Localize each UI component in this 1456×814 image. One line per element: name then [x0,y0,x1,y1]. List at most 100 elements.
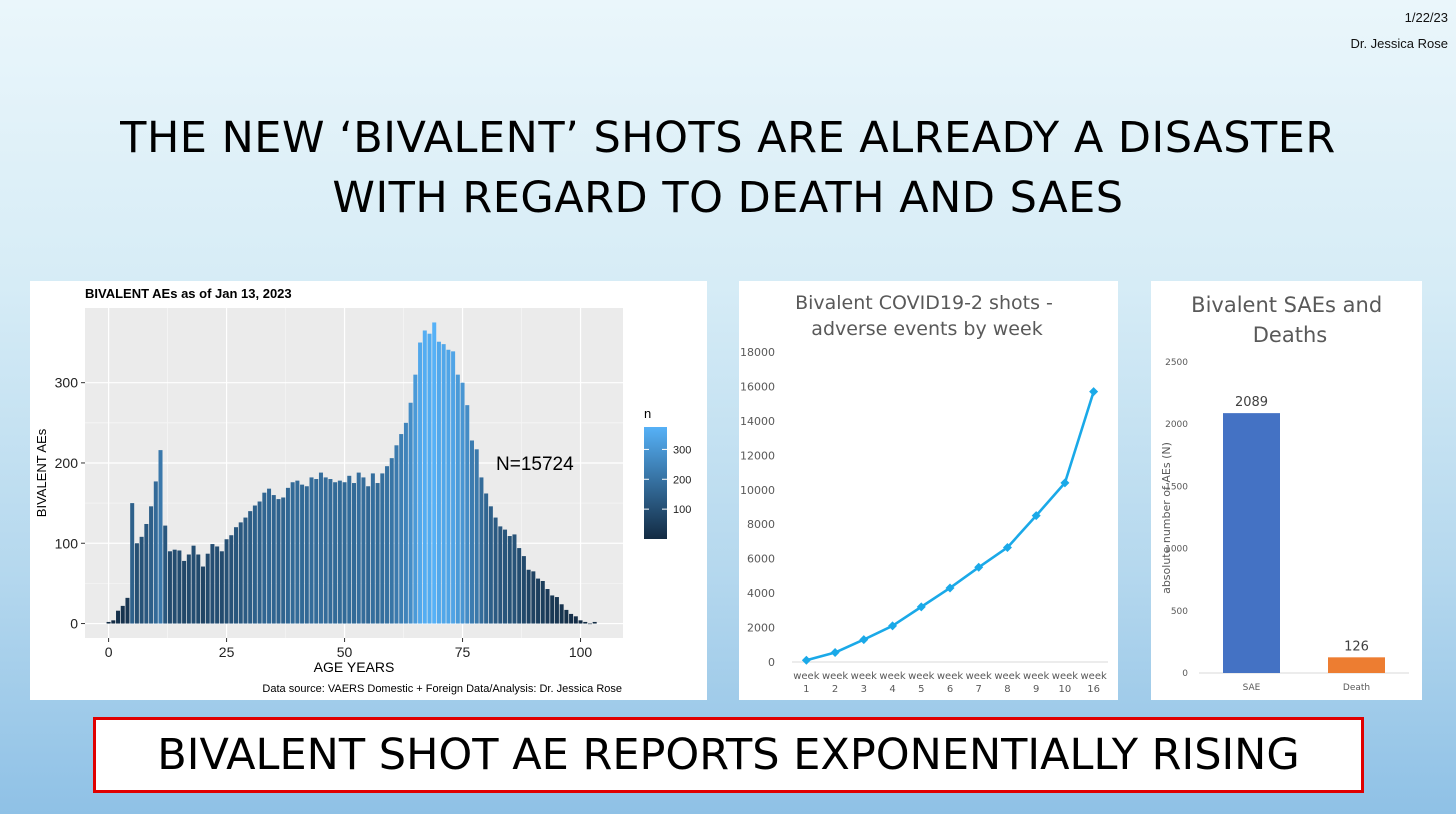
histogram-bar [432,322,437,624]
line-chart-x-tick-label-number: 8 [1004,684,1010,695]
histogram-bar [200,566,205,624]
histogram-bar [304,486,309,624]
histogram-bar [271,495,276,624]
slide-title: THE NEW ‘BIVALENT’ SHOTS ARE ALREADY A D… [0,108,1456,228]
histogram-bar [347,475,352,624]
line-chart-y-tick-label: 6000 [747,553,775,566]
histogram-y-tick-label: 300 [55,375,79,391]
histogram-x-axis-label: AGE YEARS [314,659,395,675]
bar-chart-bars: 2089 SAE 126 Death [1223,395,1385,693]
histogram-bar [389,458,394,624]
histogram-bar [460,382,465,624]
slide-title-line-1: THE NEW ‘BIVALENT’ SHOTS ARE ALREADY A D… [120,113,1336,163]
histogram-bar [578,620,583,624]
line-chart-x-tick-label-word: week [908,671,934,682]
histogram-bar [224,539,229,624]
line-chart-y-tick-label: 18000 [740,346,775,359]
line-chart-x-tick-label-word: week [994,671,1020,682]
histogram-bar [488,506,493,624]
legend-tick-label: 100 [673,504,691,516]
bar-chart-bar [1223,413,1280,673]
line-chart-y-tick-label: 16000 [740,380,775,393]
bar-chart-y-axis-label: absolute number of AEs (N) [1160,442,1173,594]
histogram-bar [361,477,366,624]
line-chart-title-line-1: Bivalent COVID19-2 shots - [795,292,1053,314]
histogram-bar [507,536,512,624]
bar-chart-title-line-1: Bivalent SAEs and [1191,293,1382,317]
histogram-bar [356,472,361,624]
histogram-bar [144,523,149,624]
histogram-bar [521,556,526,624]
bar-chart-data-label: 126 [1344,639,1369,654]
histogram-bar [219,551,224,624]
histogram-bar [455,374,460,624]
histogram-bar [295,480,300,624]
histogram-bar [559,604,564,624]
line-chart-point [1031,511,1041,521]
histogram-axes: 0 100 200 300 0 25 50 75 100 [55,375,593,660]
histogram-bar [149,506,154,624]
histogram-bar [526,569,531,624]
histogram-bar [191,545,196,624]
histogram-bar [134,543,139,624]
histogram-bar [399,434,404,624]
histogram-bar [474,449,479,624]
histogram-bar [111,620,116,624]
histogram-title: BIVALENT AEs as of Jan 13, 2023 [85,286,292,301]
histogram-bar [479,477,484,624]
histogram-bar [153,481,158,624]
line-chart-x-tick-label-number: 9 [1033,684,1039,695]
histogram-y-axis-label: BIVALENT AEs [34,428,49,517]
line-chart-x-tick-label-word: week [1052,671,1078,682]
bar-chart-x-tick-label: SAE [1243,683,1261,693]
line-chart-x-tick-label-number: 10 [1059,684,1072,695]
line-chart-x-tick-label-number: 2 [832,684,838,695]
histogram-bar [248,511,253,624]
histogram-bar [309,477,314,624]
histogram-bar [385,466,390,624]
histogram-bar [441,344,446,624]
histogram-bar [210,544,215,624]
line-chart-y-tick-label: 14000 [740,415,775,428]
histogram-bar [106,621,111,624]
weekly-line-chart: Bivalent COVID19-2 shots - adverse event… [740,292,1108,695]
bar-chart-bar [1328,657,1385,673]
bar-chart-y-tick-label: 0 [1182,669,1188,679]
bottom-banner: BIVALENT SHOT AE REPORTS EXPONENTIALLY R… [93,717,1364,793]
age-histogram-chart: BIVALENT AEs as of Jan 13, 2023 0 100 200 3… [34,286,691,695]
sae-death-bar-chart: Bivalent SAEs and Deaths absolute number… [1160,293,1409,693]
line-chart-x-tick-label-word: week [822,671,848,682]
histogram-bar [186,554,191,624]
histogram-bar [163,525,168,624]
histogram-bar [257,501,262,624]
bar-chart-title: Bivalent SAEs and Deaths [1191,293,1389,347]
histogram-y-tick-label: 200 [55,455,79,471]
line-chart-point [1089,387,1099,397]
histogram-bar [328,479,333,624]
histogram-bar [465,405,470,624]
line-chart-axes: 0 2000 4000 6000 8000 10000 12000 14000 16000 180… [740,346,1108,695]
histogram-bar [196,554,201,624]
histogram-y-tick-label: 100 [55,535,79,551]
legend-tick-label: 300 [673,444,691,456]
line-chart-point [801,655,811,665]
line-chart-x-tick-label-word: week [1023,671,1049,682]
histogram-bar [545,589,550,624]
histogram-bar [451,351,456,624]
line-chart-series-line [806,391,1095,662]
histogram-caption: Data source: VAERS Domestic + Foreign Da… [262,683,622,695]
histogram-bar [436,341,441,624]
line-chart-x-tick-label-word: week [1080,671,1106,682]
line-chart-x-tick-label-word: week [793,671,819,682]
histogram-bar [172,549,177,624]
slide-date: 1/22/23 [1404,10,1448,25]
histogram-bar [592,621,597,624]
histogram-bar [418,342,423,624]
histogram-bar [587,623,592,625]
histogram-bar [550,595,555,624]
histogram-bar [337,480,342,624]
line-chart-x-tick-label-number: 16 [1087,684,1100,695]
line-chart-x-tick-label-number: 3 [861,684,867,695]
line-chart-y-tick-label: 2000 [747,622,775,635]
histogram-bar [182,560,187,624]
